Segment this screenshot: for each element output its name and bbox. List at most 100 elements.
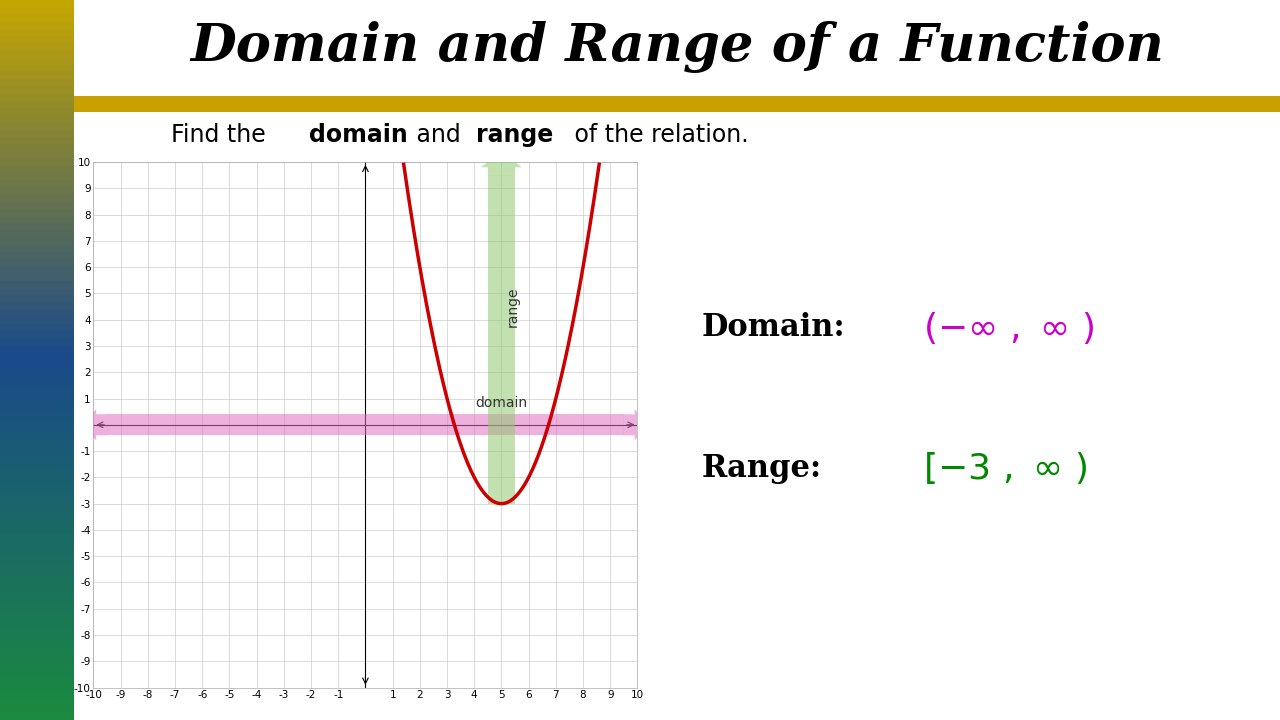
Bar (0, 331, 74, 338)
Text: and: and (410, 123, 468, 147)
Bar (488, 175, 515, 504)
Text: Range:: Range: (701, 452, 822, 484)
Text: $( -\infty\ ,\ \infty\ )$: $( -\infty\ ,\ \infty\ )$ (923, 310, 1094, 346)
Bar (0, 655, 74, 662)
Bar (0, 180, 74, 187)
Bar (0, 58, 74, 65)
Bar (0, 662, 74, 670)
Bar (0, 115, 74, 122)
Bar (0, 684, 74, 691)
Bar (0, 706, 74, 713)
Bar (108, 414, 623, 436)
Bar (0, 439, 74, 446)
Bar (0, 295, 74, 302)
Bar (0, 7, 74, 14)
Bar (0, 554, 74, 562)
Bar (0, 166, 74, 173)
Bar (0, 461, 74, 468)
Bar (0, 418, 74, 425)
Bar (0, 569, 74, 576)
Bar (0, 86, 74, 94)
Bar (0, 432, 74, 439)
Bar (0, 29, 74, 36)
Text: Find the: Find the (170, 123, 273, 147)
Bar (0, 691, 74, 698)
Bar (0, 540, 74, 547)
Bar (0, 353, 74, 360)
Bar (0, 245, 74, 252)
Bar (0, 202, 74, 209)
Text: domain: domain (310, 123, 408, 147)
Bar (0, 50, 74, 58)
Bar (0, 43, 74, 50)
Bar (0, 94, 74, 101)
Text: Domain and Range of a Function: Domain and Range of a Function (191, 21, 1164, 73)
Bar (0, 310, 74, 317)
Bar (0, 252, 74, 259)
Bar (0, 367, 74, 374)
Bar (0, 360, 74, 367)
Bar (0, 713, 74, 720)
Bar (0, 108, 74, 115)
Text: $[ -3\ ,\ \infty\ )$: $[ -3\ ,\ \infty\ )$ (923, 450, 1087, 486)
Bar (0, 612, 74, 619)
Bar (0, 65, 74, 72)
Bar (0, 490, 74, 497)
Text: domain: domain (475, 396, 527, 410)
Bar (0, 79, 74, 86)
Bar (0, 151, 74, 158)
Text: range: range (506, 287, 520, 327)
Bar (0, 158, 74, 166)
Bar (0, 626, 74, 634)
Bar (0, 0, 74, 7)
Bar (0, 274, 74, 281)
Bar (0, 634, 74, 641)
Bar (0, 482, 74, 490)
Bar (0, 590, 74, 598)
Text: Domain:: Domain: (701, 312, 846, 343)
Bar (0, 101, 74, 108)
Bar (0, 389, 74, 396)
Bar (0, 382, 74, 389)
FancyArrow shape (82, 409, 108, 441)
Bar (0, 526, 74, 533)
Bar (0, 36, 74, 43)
Bar (0, 374, 74, 382)
Bar (0, 137, 74, 144)
Bar (0, 346, 74, 353)
Bar (0, 130, 74, 137)
Bar (0, 317, 74, 324)
Bar (0, 230, 74, 238)
FancyArrow shape (623, 409, 649, 441)
FancyArrow shape (481, 151, 522, 175)
Bar (0, 144, 74, 151)
Bar (0, 576, 74, 583)
Bar (0, 259, 74, 266)
Bar (0, 446, 74, 454)
Bar (0, 216, 74, 223)
Bar (0, 223, 74, 230)
Bar (0, 605, 74, 612)
Text: of the relation.: of the relation. (567, 123, 749, 147)
Bar (0, 497, 74, 504)
Bar (0, 562, 74, 569)
Bar (0, 14, 74, 22)
Bar (0, 648, 74, 655)
Bar (0, 238, 74, 245)
Bar (0, 547, 74, 554)
Bar (0, 410, 74, 418)
Bar (0, 454, 74, 461)
Text: range: range (476, 123, 553, 147)
Bar (0, 122, 74, 130)
Bar (0, 511, 74, 518)
Bar (0, 173, 74, 180)
Bar (0, 670, 74, 677)
Bar (0, 302, 74, 310)
Bar (0, 619, 74, 626)
Bar (0, 396, 74, 403)
Bar (0, 403, 74, 410)
Bar (0, 288, 74, 295)
Bar (0, 475, 74, 482)
Bar (0, 598, 74, 605)
Bar (0, 72, 74, 79)
